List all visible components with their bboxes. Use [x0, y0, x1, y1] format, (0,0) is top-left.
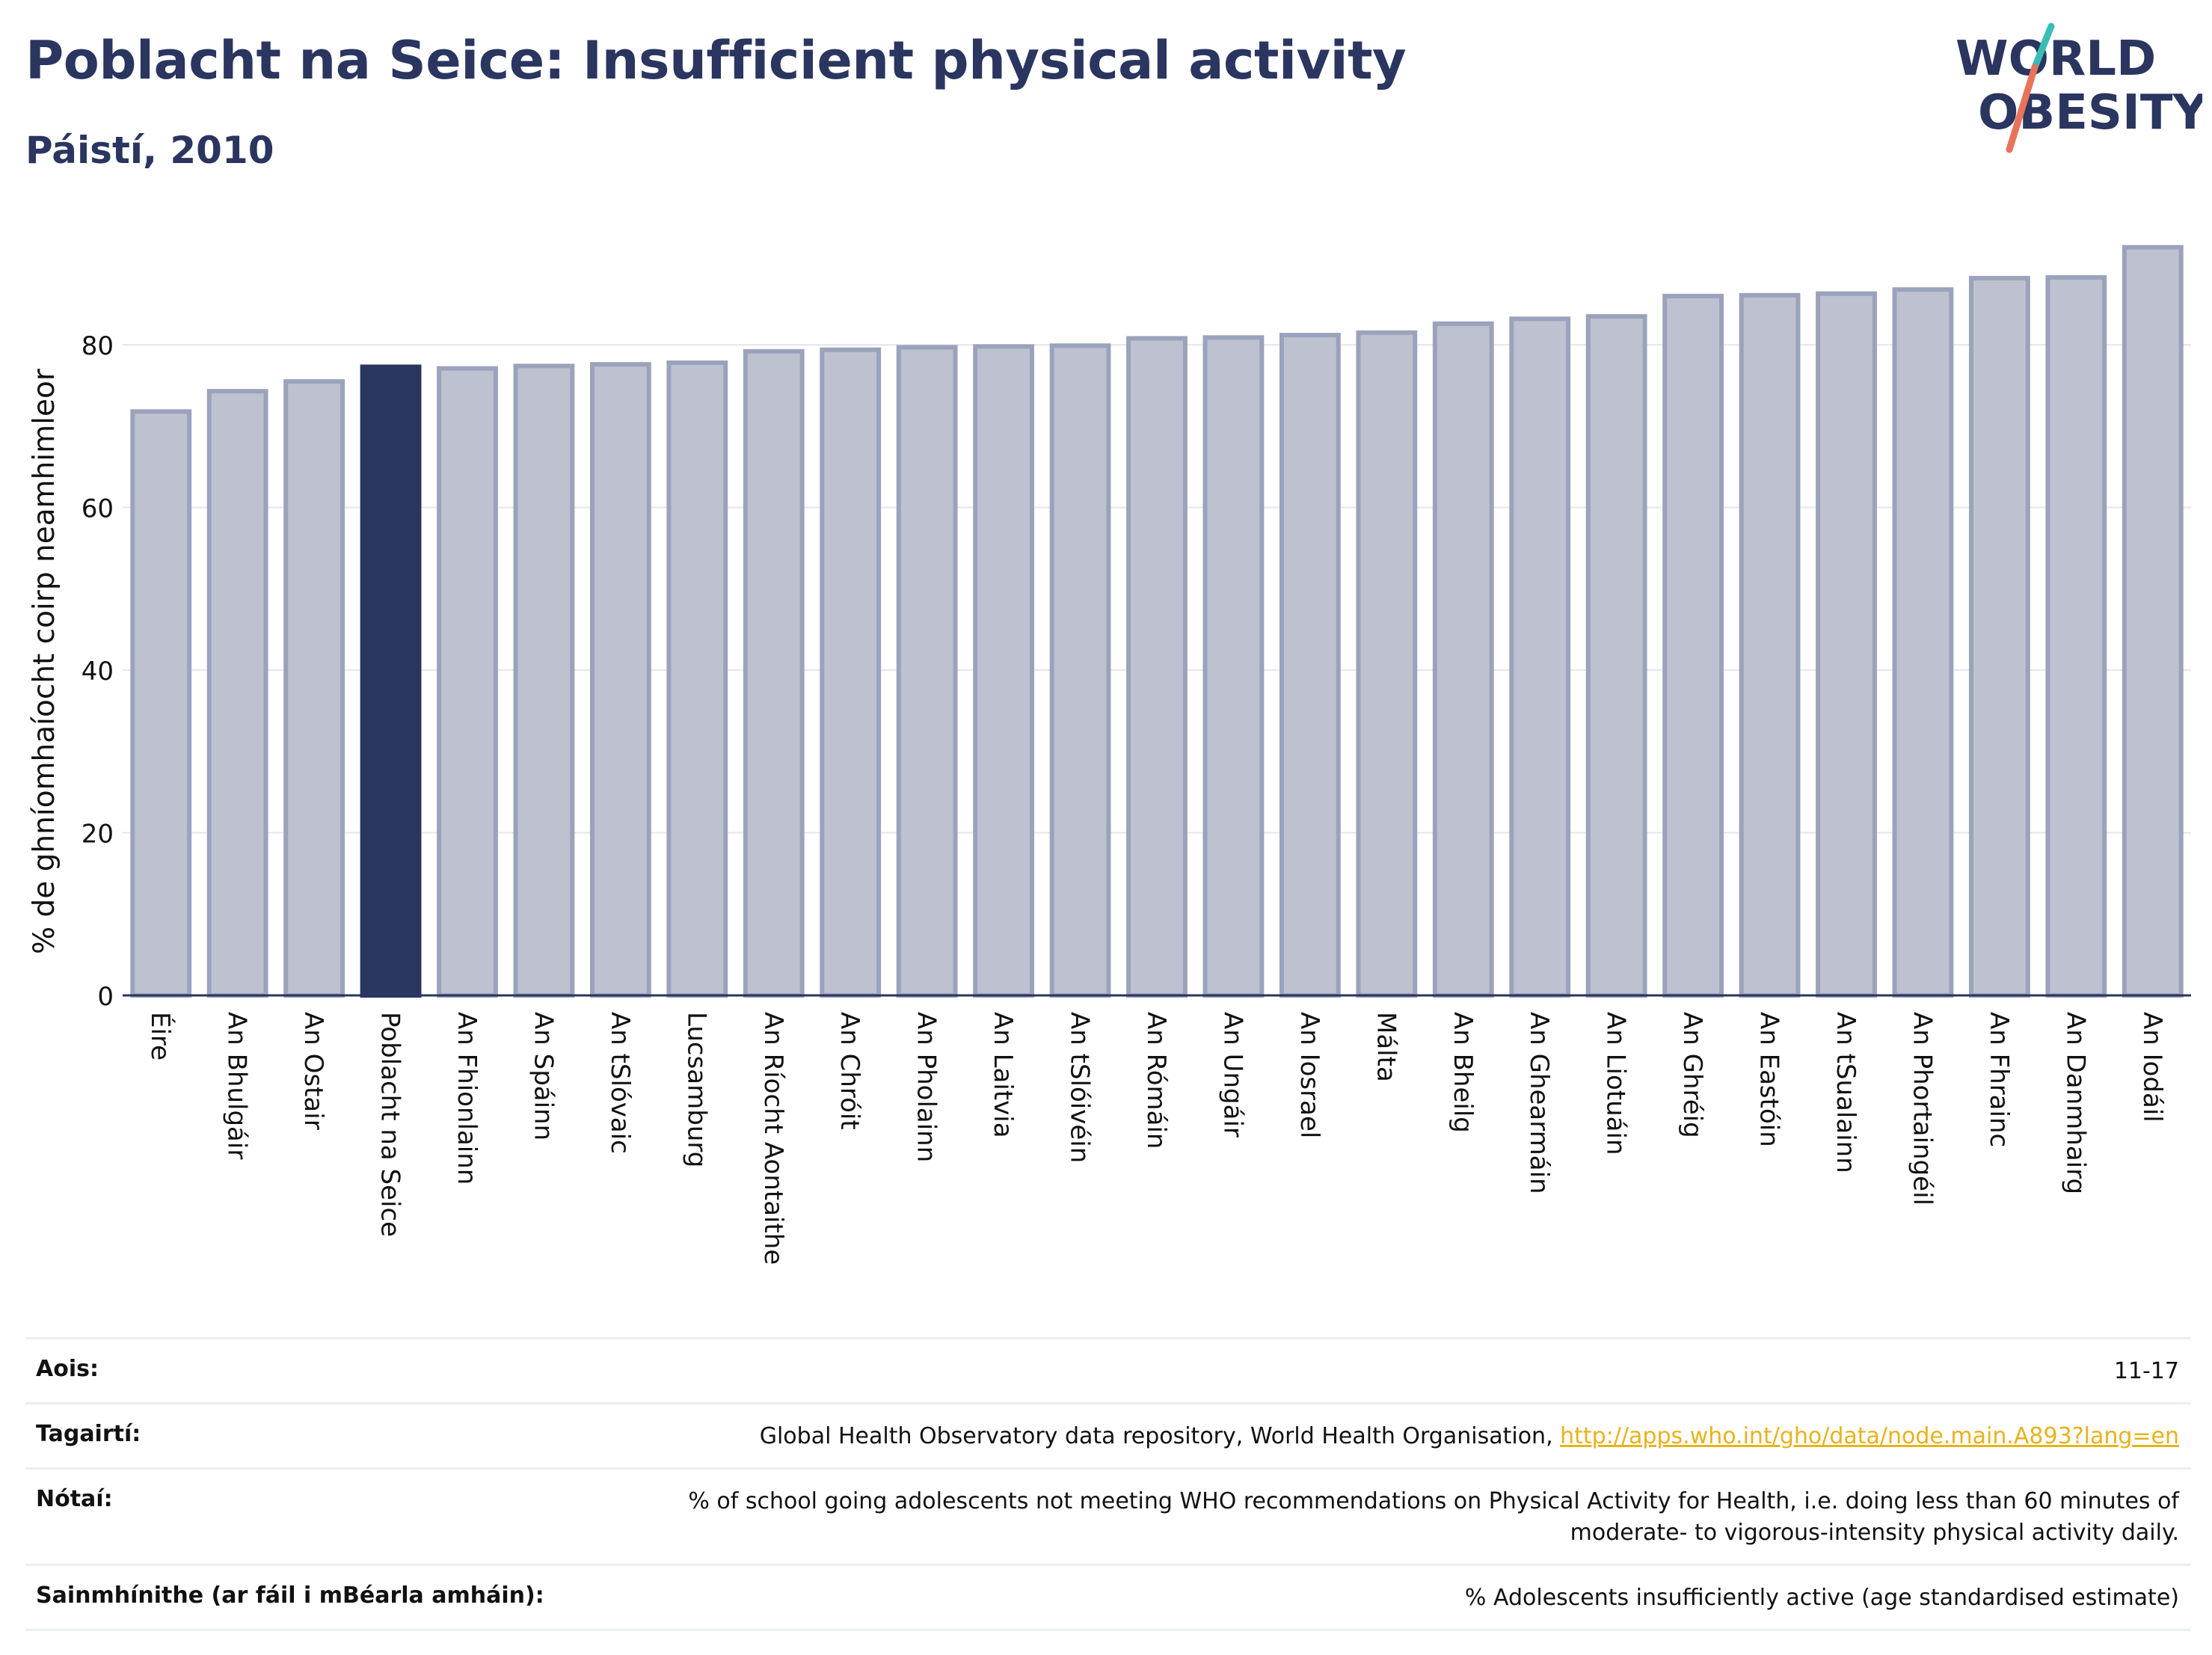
x-tick-label: An tSlóvaic [605, 1012, 635, 1154]
bar [1432, 321, 1494, 998]
x-tick-label: An Spáinn [528, 1012, 558, 1140]
bar [1816, 291, 1877, 998]
x-tick-label: An tSlóivéin [1065, 1012, 1095, 1163]
info-label-definitions: Sainmhínithe (ar fáil i mBéarla amháin): [36, 1582, 544, 1609]
bar-chart: 0 20 40 60 80 Éire An Bhulgáir An Ostair Poblac… [28, 245, 2191, 1265]
x-tick-labels: Éire An Bhulgáir An Ostair Poblacht na Seic… [145, 1012, 2167, 1265]
bar [513, 363, 575, 998]
y-tick-labels: 0 20 40 60 80 [82, 331, 114, 1012]
logo-slash-teal [2031, 22, 2055, 71]
x-tick-label: An Eastóin [1754, 1012, 1784, 1147]
y-tick-label: 80 [82, 331, 114, 361]
bar [589, 362, 651, 998]
logo-line1: WORLD [1956, 31, 2156, 87]
x-tick-label: An Pholainn [912, 1012, 941, 1162]
chart-title: Poblacht na Seice: Insufficient physical… [25, 30, 1407, 91]
x-tick-label: An Ostair [298, 1012, 328, 1130]
references-text: Global Health Observatory data repositor… [759, 1423, 1561, 1449]
info-label-age: Aois: [36, 1356, 99, 1382]
x-tick-label: An Ríocht Aontaithe [758, 1012, 788, 1265]
bar [283, 379, 345, 998]
x-tick-label: An tSualainn [1831, 1012, 1861, 1173]
x-tick-label: Éire [145, 1012, 176, 1060]
references-link[interactable]: http://apps.who.int/gho/data/node.main.A… [1560, 1423, 2179, 1449]
x-tick-label: An Ghréig [1677, 1012, 1707, 1138]
x-tick-label: Málta [1371, 1012, 1401, 1082]
x-tick-label: An Danmhairg [2060, 1012, 2090, 1194]
bar [1968, 275, 2030, 998]
x-tick-label: An Bheilg [1448, 1012, 1478, 1133]
bar [973, 344, 1035, 998]
x-tick-label: An Fhionlainn [452, 1012, 482, 1185]
bar [1202, 335, 1265, 998]
y-tick-label: 60 [82, 494, 114, 524]
x-tick-label: An Fhrainc [1984, 1012, 2014, 1147]
bar [666, 360, 728, 998]
bar [1585, 314, 1647, 998]
bar [206, 389, 268, 998]
y-tick-label: 0 [97, 982, 114, 1012]
info-row-notes: Nótaí: % of school going adolescents not… [25, 1467, 2191, 1564]
bar [1049, 343, 1111, 998]
bar [896, 345, 958, 998]
x-tick-label: An Liotuáin [1601, 1012, 1631, 1155]
info-value-age: 11-17 [2113, 1358, 2179, 1384]
bar [1892, 287, 1954, 998]
logo-slash-red [2006, 64, 2039, 153]
bar [1279, 333, 1341, 998]
info-label-notes: Nótaí: [36, 1486, 113, 1512]
info-value-notes: % of school going adolescents not meetin… [688, 1488, 2179, 1546]
bar [130, 409, 192, 998]
bar [1356, 330, 1418, 998]
bar [1509, 316, 1571, 998]
x-tick-label: An Bhulgáir [222, 1012, 252, 1159]
y-axis-label: % de ghníomhaíocht coirp neamhimleor [28, 368, 61, 954]
x-tick-label: An Ungáir [1217, 1012, 1247, 1137]
x-tick-label: An Laitvia [988, 1012, 1018, 1138]
bar [820, 347, 882, 998]
bar [1662, 293, 1724, 998]
x-tick-label: Poblacht na Seice [375, 1012, 405, 1237]
info-value-references: Global Health Observatory data repositor… [760, 1421, 2179, 1452]
info-value-definitions: % Adolescents insufficiently active (age… [1464, 1585, 2179, 1611]
info-row-definitions: Sainmhínithe (ar fáil i mBéarla amháin):… [25, 1564, 2191, 1631]
x-tick-label: An Phortaingéil [1907, 1012, 1937, 1206]
x-tick-label: An Iosrael [1294, 1012, 1324, 1138]
bar [743, 348, 805, 998]
bar [2122, 245, 2184, 998]
bars [130, 245, 2184, 998]
info-table: Aois: 11-17 Tagairtí: Global Health Obse… [25, 1337, 2191, 1631]
world-obesity-logo: WORLD OBESITY [1956, 22, 2202, 153]
bar-highlighted [360, 364, 422, 998]
y-tick-label: 20 [82, 820, 114, 850]
bar [437, 366, 498, 998]
x-tick-label: Lucsamburg [681, 1012, 711, 1167]
x-tick-label: An Iodáil [2137, 1012, 2167, 1123]
info-row-age: Aois: 11-17 [25, 1337, 2191, 1402]
bar [2045, 274, 2107, 998]
chart-subtitle: Páistí, 2010 [25, 129, 274, 172]
x-tick-label: An Rómáin [1141, 1012, 1171, 1149]
x-tick-label: An Chróit [835, 1012, 864, 1130]
bar [1739, 292, 1801, 998]
info-label-references: Tagairtí: [36, 1421, 141, 1447]
info-row-references: Tagairtí: Global Health Observatory data… [25, 1402, 2191, 1467]
y-tick-label: 40 [82, 657, 114, 687]
x-tick-label: An Ghearmáin [1524, 1012, 1554, 1194]
bar [1126, 336, 1188, 998]
